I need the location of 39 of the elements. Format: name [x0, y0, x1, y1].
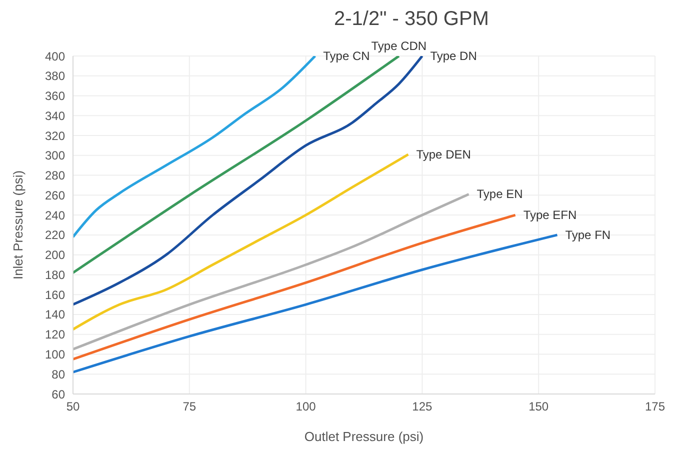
- line-series: [73, 234, 558, 374]
- y-axis-title: Inlet Pressure (psi): [10, 170, 26, 280]
- y-tick-label: 360: [44, 89, 66, 104]
- y-tick-label: 400: [44, 49, 66, 64]
- y-tick-label: 300: [44, 148, 66, 163]
- y-tick-label: 320: [44, 128, 66, 143]
- y-tick-label: 120: [44, 328, 66, 342]
- y-tick-label: 180: [44, 268, 66, 282]
- y-tick-label: 280: [44, 168, 66, 183]
- x-axis-title: Outlet Pressure (psi): [304, 429, 424, 444]
- line-series: [73, 56, 316, 238]
- x-tick-label: 75: [182, 400, 196, 414]
- y-tick-label: 220: [44, 228, 66, 242]
- y-tick-label: 380: [44, 69, 66, 84]
- x-tick-label: 125: [412, 400, 433, 414]
- y-tick-label: 240: [44, 208, 66, 222]
- line-series: [73, 214, 517, 360]
- x-tick-label: 100: [296, 400, 316, 414]
- y-tick-label: 160: [44, 288, 66, 302]
- series-label: Type EFN: [523, 208, 577, 222]
- y-tick-label: 200: [44, 248, 66, 262]
- y-tick-label: 340: [44, 108, 66, 123]
- x-tick-label: 50: [66, 400, 80, 414]
- line-series: [73, 153, 410, 331]
- x-tick-label: 150: [528, 400, 549, 414]
- y-tick-label: 60: [52, 387, 66, 402]
- y-tick-label: 140: [44, 308, 66, 322]
- y-tick-label: 100: [44, 347, 66, 362]
- chart-title: 2-1/2" - 350 GPM: [333, 8, 490, 32]
- series-label: Type EN: [476, 187, 523, 202]
- series-label: Type FN: [565, 228, 611, 242]
- y-tick-label: 260: [44, 188, 66, 202]
- x-tick-label: 175: [644, 400, 666, 414]
- series-label: Type CDN: [371, 39, 427, 53]
- y-tick-label: 80: [52, 367, 66, 382]
- series-label: Type CN: [323, 49, 370, 63]
- series-label: Type DN: [430, 49, 477, 63]
- line-series: [73, 192, 470, 351]
- series-label: Type DEN: [416, 147, 471, 162]
